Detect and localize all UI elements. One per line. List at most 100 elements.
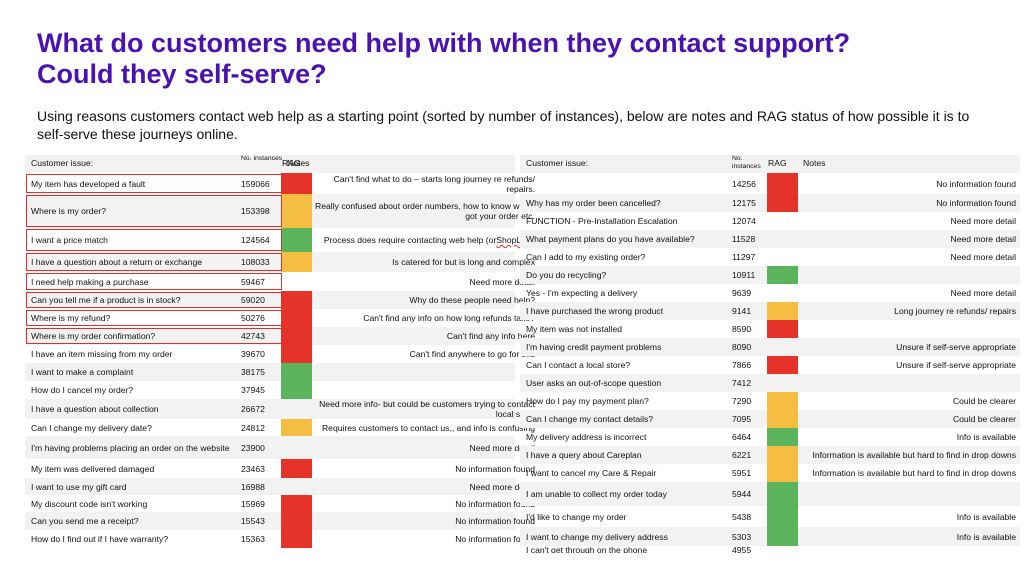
notes-cell xyxy=(313,381,537,399)
customer-issue-cell: My discount code isn't working xyxy=(31,498,148,509)
table-row: I'm having problems placing an order on … xyxy=(25,436,535,459)
instances-cell: 5438 xyxy=(732,511,752,522)
table-header: Customer issue: No. instances RAG Notes xyxy=(520,155,1020,173)
rag-status-cell xyxy=(767,410,798,428)
rag-status-cell xyxy=(281,512,312,530)
table-row: I want to make a complaint 38175 xyxy=(25,363,515,381)
notes-cell: Need more detail xyxy=(950,288,1016,298)
table-row: My delivery address is incorrect 6464 Info… xyxy=(520,428,1020,446)
instances-cell: 23900 xyxy=(241,442,265,453)
customer-issue-cell: I have a question about a return or exch… xyxy=(31,257,203,267)
instances-cell: 6221 xyxy=(732,450,752,460)
customer-issue-cell: Can I change my contact details? xyxy=(526,414,654,424)
notes-cell xyxy=(313,363,537,381)
rag-status-cell xyxy=(281,228,312,252)
rag-status-cell xyxy=(767,320,798,338)
table-row: My item has developed a fault 159066 Can't… xyxy=(25,173,535,194)
notes-cell: No information found xyxy=(455,516,535,526)
header-instances: No. instances xyxy=(241,155,283,162)
instances-cell: 59020 xyxy=(241,295,265,305)
table-row: I want to cancel my Care & Repair 5951 Inf… xyxy=(520,464,1020,482)
header-customer-issue: Customer issue: xyxy=(526,158,589,168)
notes-cell xyxy=(800,374,1018,392)
table-row: Can I contact a local store? 7866 Unsure i… xyxy=(520,356,1020,374)
instances-cell: 5944 xyxy=(732,489,752,499)
rag-status-cell xyxy=(281,381,312,399)
instances-cell: 14256 xyxy=(732,178,756,189)
table-row: Can you send me a receipt? 15543 No inform… xyxy=(25,512,535,530)
rag-status-cell xyxy=(767,506,798,527)
instances-cell: 8090 xyxy=(732,342,752,352)
header-instances: No. instances xyxy=(732,155,761,170)
instances-cell: 7866 xyxy=(732,360,752,370)
customer-issue-cell: I want to make a complaint xyxy=(31,367,134,377)
table-row: I want to use my gift card 16988 Need more… xyxy=(25,478,535,495)
instances-cell: 6464 xyxy=(732,432,752,442)
instances-cell: 4955 xyxy=(732,546,752,553)
customer-issue-cell: I want to use my gift card xyxy=(31,481,127,492)
customer-issue-cell: My item has developed a fault xyxy=(31,178,146,189)
table-row: I have a query about Careplan 6221 Informa… xyxy=(520,446,1020,464)
customer-issue-cell: Can I add to my existing order? xyxy=(526,252,646,262)
instances-cell: 12074 xyxy=(732,216,756,226)
instances-cell: 24812 xyxy=(241,422,265,433)
notes-cell: Info is available xyxy=(956,432,1016,442)
customer-issue-cell: I am unable to collect my order today xyxy=(526,489,667,499)
rag-status-cell xyxy=(767,284,798,302)
customer-issue-cell: I want a price match xyxy=(31,235,108,245)
rag-status-cell xyxy=(281,495,312,512)
notes-cell xyxy=(800,320,1018,338)
table-row: How do I find out if I have warranty? 153… xyxy=(25,530,535,548)
customer-issue-cell: I'm having problems placing an order on … xyxy=(31,442,230,453)
customer-issue-cell: FUNCTION - Pre-Installation Escalation xyxy=(526,216,678,226)
notes-cell: No information found xyxy=(455,498,535,509)
customer-issue-cell: I'm having credit payment problems xyxy=(526,342,662,352)
customer-issue-cell: What payment plans do you have available… xyxy=(526,234,695,244)
notes-cell: Can't find anywhere to go for this xyxy=(409,349,535,359)
header-rag: RAG xyxy=(282,158,301,168)
instances-cell: 15969 xyxy=(241,498,265,509)
customer-issue-cell: Where is my refund? xyxy=(31,313,111,323)
table-row: My discount code isn't working 15969 No in… xyxy=(25,495,535,512)
rag-status-cell xyxy=(767,173,798,194)
notes-cell: Process does require contacting web help… xyxy=(323,235,535,245)
notes-cell: Info is available xyxy=(956,511,1016,522)
instances-cell: 8590 xyxy=(732,324,752,334)
rag-status-cell xyxy=(281,478,312,495)
rag-status-cell xyxy=(281,194,312,228)
customer-issue-cell: How do I find out if I have warranty? xyxy=(31,534,169,544)
customer-issue-cell: How do I cancel my order? xyxy=(31,385,134,395)
notes-cell: Requires customers to contact us,, and i… xyxy=(321,422,535,433)
table-row: FUNCTION - Pre-Installation Escalation 12… xyxy=(520,212,1020,230)
customer-issue-cell: How do I pay my payment plan? xyxy=(526,396,649,406)
rag-status-cell xyxy=(767,446,798,464)
table-row: I have purchased the wrong product 9141 Lo… xyxy=(520,302,1020,320)
customer-issue-cell xyxy=(522,173,722,194)
customer-issue-cell: I have a question about collection xyxy=(31,404,159,414)
header-rag: RAG xyxy=(768,158,787,168)
instances-cell: 15363 xyxy=(241,534,265,544)
rag-status-cell xyxy=(767,527,798,546)
rag-status-cell xyxy=(281,436,312,459)
notes-cell: Need more detail xyxy=(950,216,1016,226)
rag-status-cell xyxy=(281,530,312,548)
instances-cell: 15543 xyxy=(241,516,265,526)
instances-cell: 7290 xyxy=(732,396,752,406)
instances-cell: 124564 xyxy=(241,235,270,245)
table-row: I'm having credit payment problems 8090 Un… xyxy=(520,338,1020,356)
instances-cell: 9141 xyxy=(732,306,752,316)
rag-status-cell xyxy=(281,272,312,291)
notes-cell: Can't find any info here xyxy=(446,331,535,341)
table-row: I'd like to change my order 5438 Info is a… xyxy=(520,506,1020,527)
rag-status-cell xyxy=(281,309,312,327)
customer-issue-cell: Where is my order? xyxy=(31,206,106,216)
notes-cell: Unsure if self-serve appropriate xyxy=(896,360,1016,370)
customer-issue-cell: I need help making a purchase xyxy=(31,276,149,287)
customer-issue-cell: Can I contact a local store? xyxy=(526,360,631,370)
table-row: Where is my order confirmation? 42743 Can'… xyxy=(25,327,535,345)
table-row: Do you do recycling? 10911 xyxy=(520,266,1020,284)
page-title: What do customers need help with when th… xyxy=(37,28,851,89)
left-issues-table: Customer issue: No. instances RAG Notes My i… xyxy=(25,155,535,553)
instances-cell: 11297 xyxy=(732,252,756,262)
customer-issue-cell: I can't get through on the phone xyxy=(526,546,648,553)
